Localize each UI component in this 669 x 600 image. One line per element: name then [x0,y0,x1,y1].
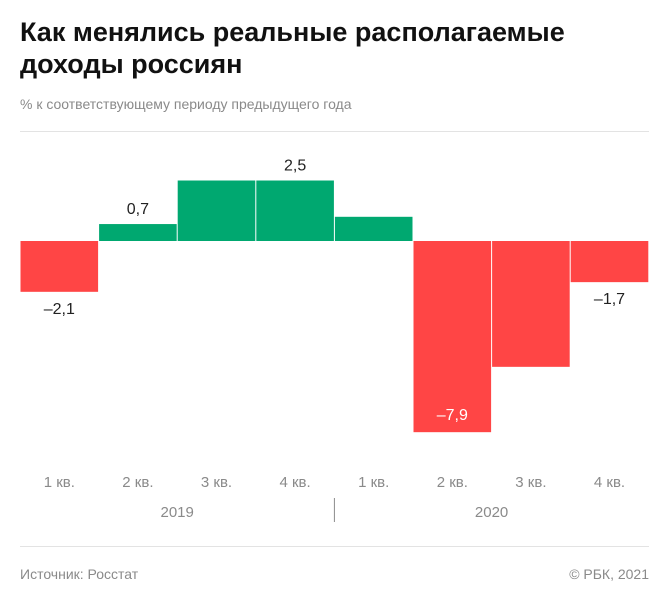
x-tick-label: 1 кв. [358,474,389,491]
x-tick-label: 1 кв. [44,474,75,491]
bar [177,180,256,241]
data-label: 2,5 [284,158,306,175]
x-tick-label: 3 кв. [515,474,546,491]
bar [413,241,492,433]
bar [256,180,334,241]
bar [20,241,99,292]
bar [99,224,177,241]
x-tick-label: 2 кв. [122,474,153,491]
group-label: 2019 [161,504,194,521]
bar-chart: –2,1 1 кв. 0,7 2 кв. 3 кв. 2,5 4 кв. 1 кв. –7,9 2… [20,158,649,522]
divider [20,546,649,547]
group-label: 2020 [475,504,508,521]
chart-subtitle: % к соответствующему периоду предыдущего… [20,96,352,112]
x-tick-label: 4 кв. [594,474,625,491]
x-tick-label: 3 кв. [201,474,232,491]
bar [492,241,570,367]
data-label: –7,9 [437,407,468,424]
data-label: 0,7 [127,201,149,218]
x-tick-label: 2 кв. [437,474,468,491]
divider [20,131,649,132]
chart-title: Как менялись реальные располагаемые дохо… [20,17,565,79]
copyright: © РБК, 2021 [569,566,649,582]
bar [570,241,649,283]
bar [334,216,413,241]
source: Источник: Росстат [20,566,139,582]
data-label: –2,1 [44,301,75,318]
data-label: –1,7 [594,291,625,308]
x-tick-label: 4 кв. [279,474,310,491]
